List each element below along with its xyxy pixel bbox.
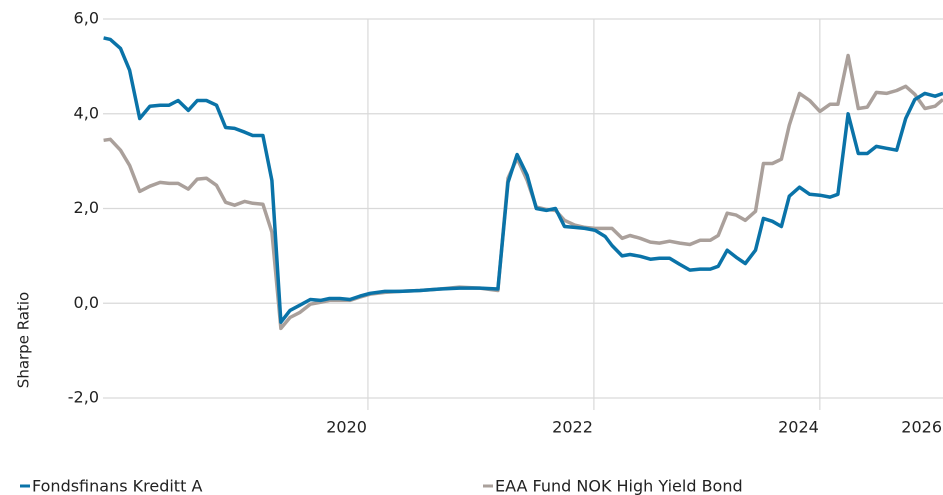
x-tick-label: 2026	[901, 418, 942, 437]
legend-label: EAA Fund NOK High Yield Bond	[495, 477, 743, 495]
y-tick-label: 2,0	[74, 198, 99, 217]
y-axis-label: Sharpe Ratio	[15, 292, 33, 388]
x-tick-label: 2022	[552, 418, 593, 437]
series-line	[103, 53, 943, 331]
y-tick-label: -2,0	[68, 388, 99, 407]
x-tick-label: 2024	[778, 418, 819, 437]
y-tick-label: 0,0	[74, 293, 99, 312]
x-tick-label: 2020	[326, 418, 367, 437]
y-tick-label: 4,0	[74, 103, 99, 122]
y-tick-label: 6,0	[74, 9, 99, 28]
series-line	[103, 36, 943, 324]
legend-label: Fondsfinans Kreditt A	[32, 477, 202, 495]
